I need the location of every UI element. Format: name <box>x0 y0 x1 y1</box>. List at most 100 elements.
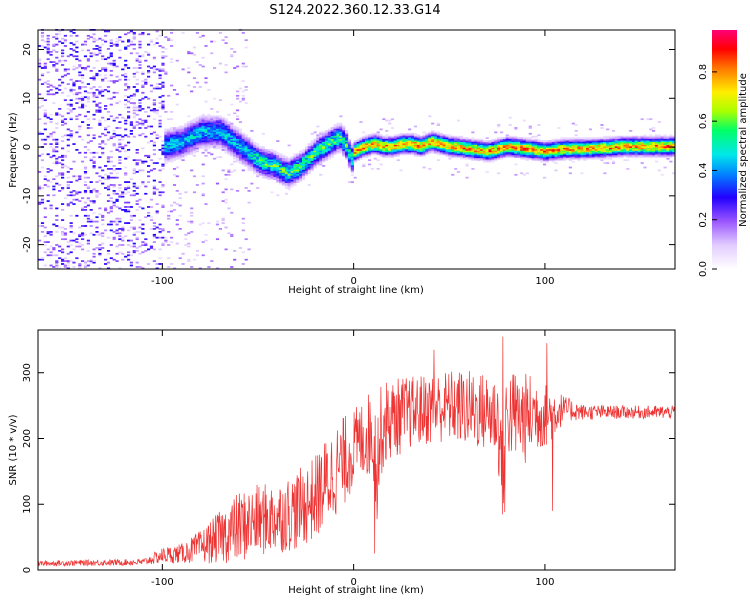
spectrogram-cell <box>40 166 45 169</box>
spectrogram-cell <box>373 157 377 160</box>
spectrogram-cell <box>353 147 357 150</box>
spectrogram-cell <box>155 211 159 214</box>
spectrogram-cell <box>502 149 506 151</box>
spectrogram-cell <box>577 157 581 160</box>
spectrogram-cell <box>190 122 194 125</box>
spectrogram-cell <box>244 39 248 42</box>
spectrogram-cell <box>347 151 352 154</box>
spectrogram-cell <box>456 138 461 141</box>
spectrogram-cell <box>192 128 197 131</box>
spectrogram-cell <box>38 45 42 47</box>
spectrogram-cell <box>566 156 570 159</box>
spectrogram-cell <box>408 146 412 148</box>
spectrogram-cell <box>83 209 88 211</box>
spectrogram-cell <box>468 141 472 144</box>
spectrogram-cell <box>236 94 240 97</box>
spectrogram-cell <box>448 153 452 156</box>
spectrogram-cell <box>132 112 136 115</box>
spectrogram-cell <box>465 140 469 142</box>
spectrogram-cell <box>408 147 412 150</box>
spectrogram-cell <box>609 154 613 157</box>
spectrogram-cell <box>342 127 346 129</box>
spectrogram-cell <box>491 140 495 142</box>
spectrogram-cell <box>302 162 306 164</box>
spectrogram-cell <box>471 146 475 148</box>
spectrogram-cell <box>132 106 136 109</box>
spectrogram-cell <box>370 140 374 142</box>
spectrogram-cell <box>370 151 374 154</box>
spectrogram-cell <box>563 141 567 144</box>
spectrogram-cell <box>207 113 211 116</box>
spectrogram-cell <box>663 156 667 159</box>
spectrogram-cell <box>405 150 409 153</box>
spectrogram-cell <box>201 175 205 178</box>
spectrogram-cell <box>267 163 271 166</box>
spectrogram-cell <box>657 140 661 142</box>
spectrogram-cell <box>124 89 128 91</box>
spectrogram-cell <box>46 171 50 173</box>
spectrogram-cell <box>104 229 108 232</box>
spectrogram-cell <box>566 140 570 142</box>
spectrogram-cell <box>86 127 90 129</box>
spectrogram-cell <box>477 146 481 148</box>
spectrogram-cell <box>313 146 317 148</box>
spectrogram-cell <box>152 149 156 151</box>
spectrogram-cell <box>382 150 386 153</box>
spectrogram-cell <box>388 122 392 125</box>
spectrogram-cell <box>279 182 283 185</box>
spectrogram-cell <box>454 149 458 151</box>
spectrogram-cell <box>195 135 199 138</box>
spectrogram-cell <box>104 119 108 122</box>
spectrogram-cell <box>405 141 409 144</box>
spectrogram-cell <box>43 109 47 112</box>
spectrogram-cell <box>204 128 208 131</box>
spectrogram-cell <box>376 138 380 141</box>
spectrogram-cell <box>577 151 581 154</box>
spectrogram-cell <box>281 175 286 178</box>
spectrogram-cell <box>525 150 529 153</box>
spectrogram-cell <box>192 258 197 261</box>
spectrogram-cell <box>574 156 578 159</box>
spectrogram-cell <box>86 96 90 99</box>
spectrogram-cell <box>514 147 518 150</box>
spectrogram-cell <box>201 125 205 128</box>
spectrogram-cell <box>201 115 205 118</box>
spectrogram-cell <box>250 163 254 166</box>
spectrogram-cell <box>155 267 159 270</box>
spectrogram-cell <box>192 121 197 123</box>
spectrogram-cell <box>241 135 245 138</box>
spectrogram-cell <box>537 157 541 160</box>
spectrogram-cell <box>396 135 400 138</box>
spectrogram-cell <box>204 144 208 147</box>
spectrogram-cell <box>129 261 133 264</box>
spectrogram-cell <box>101 67 105 69</box>
spectrogram-cell <box>95 59 99 62</box>
spectrogram-cell <box>347 156 352 159</box>
spectrogram-cell <box>81 238 85 241</box>
spectrogram-cell <box>385 147 389 150</box>
spectrogram-cell <box>540 160 544 163</box>
spectrogram-cell <box>201 151 205 154</box>
spectrogram-cell <box>135 192 139 195</box>
spectrogram-cell <box>517 150 521 153</box>
spectrogram-cell <box>178 156 182 159</box>
spectrogram-cell <box>155 30 159 33</box>
spectrogram-cell <box>554 156 558 159</box>
spectrogram-cell <box>227 130 231 132</box>
spectrogram-cell <box>479 140 484 142</box>
spectrogram-cell <box>129 216 133 219</box>
spectrogram-cell <box>98 90 102 93</box>
spectrogram-cell <box>233 135 237 138</box>
spectrogram-cell <box>451 140 455 142</box>
spectrogram-cell <box>227 124 231 126</box>
spectrogram-cell <box>310 147 314 150</box>
spectrogram-cell <box>436 141 440 144</box>
spectrogram-cell <box>330 138 334 141</box>
spectrogram-cell <box>109 168 113 170</box>
spectrogram-cell <box>488 159 492 162</box>
spectrogram-cell <box>129 43 133 46</box>
spectrogram-cell <box>49 113 53 116</box>
spectrogram-cell <box>545 159 550 162</box>
spectrogram-cell <box>296 172 300 175</box>
spectrogram-cell <box>270 166 274 169</box>
